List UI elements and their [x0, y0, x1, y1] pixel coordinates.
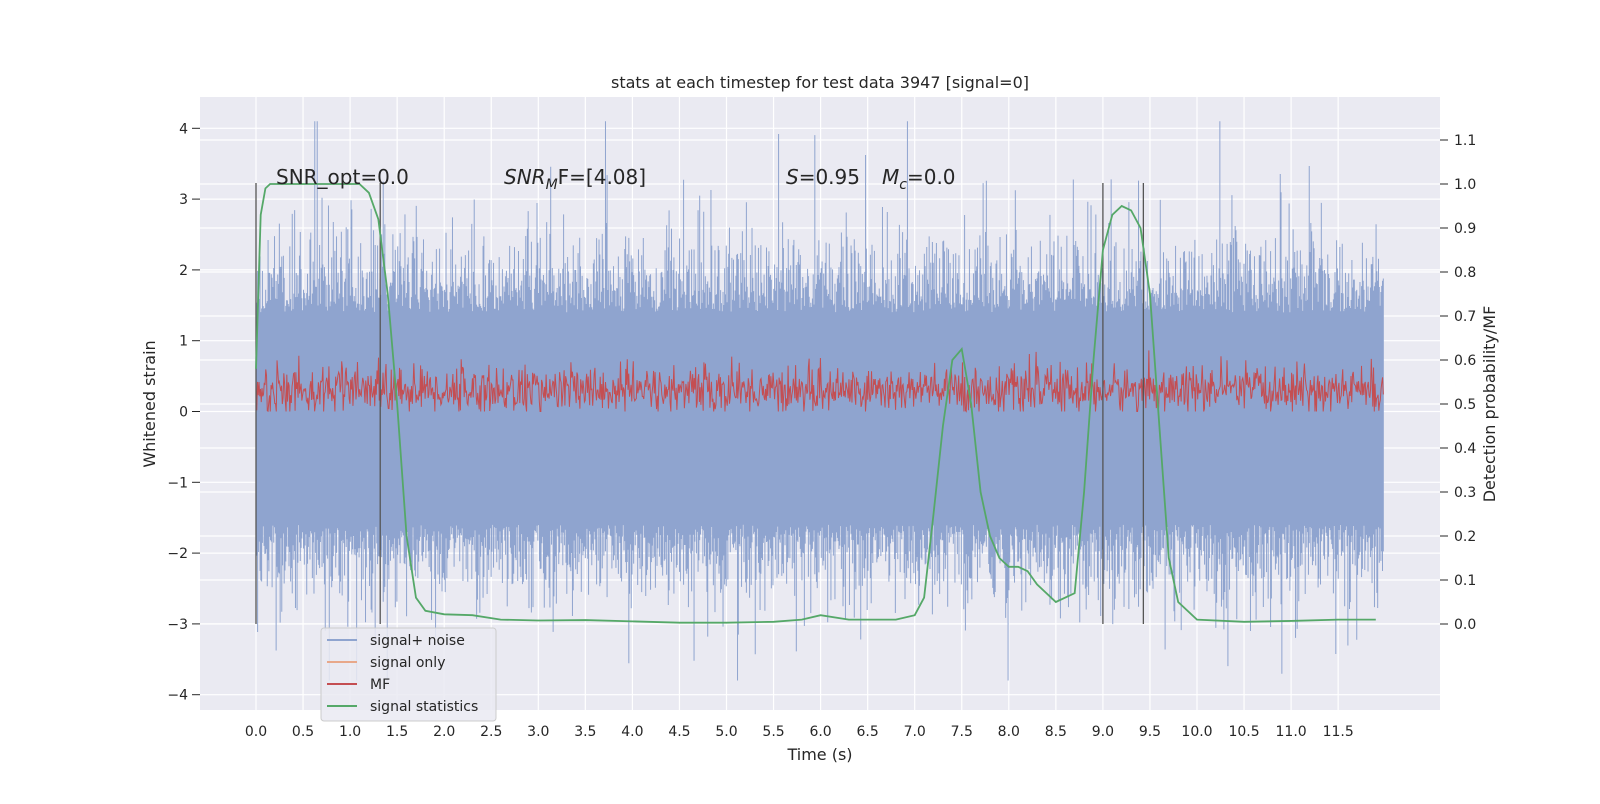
x-tick-label: 3.0 [527, 724, 549, 740]
x-tick-label: 7.5 [951, 724, 973, 740]
s-value: =0.95 [799, 165, 860, 189]
x-tick-label: 6.0 [809, 724, 831, 740]
x-tick-label: 5.5 [762, 724, 784, 740]
x-tick-label: 6.5 [857, 724, 879, 740]
x-tick-label: 0.5 [292, 724, 314, 740]
snr-mf-value: F=[4.08] [558, 165, 646, 189]
y-tick-label-right: 0.8 [1454, 265, 1476, 281]
x-tick-label: 8.5 [1045, 724, 1067, 740]
chart-title: stats at each timestep for test data 394… [611, 73, 1029, 92]
legend-label-signal-only: signal only [370, 655, 445, 671]
y-tick-label-left: 3 [179, 192, 188, 208]
snr-mf-prefix: SNR [504, 165, 546, 189]
y-tick-label-right: 1.0 [1454, 177, 1476, 193]
x-tick-label: 1.0 [339, 724, 361, 740]
mc-subscript: c [899, 177, 907, 193]
legend-label-mf: MF [370, 677, 390, 693]
y-tick-label-left: 0 [179, 405, 188, 421]
series-mf [255, 350, 1384, 413]
y-tick-label-left: 2 [179, 263, 188, 279]
x-tick-label: 3.5 [574, 724, 596, 740]
x-tick-label: 2.0 [433, 724, 455, 740]
y-axis-label-right: Detection probability/MF [1480, 306, 1499, 503]
x-tick-label: 9.5 [1139, 724, 1161, 740]
y-tick-label-left: −3 [167, 617, 188, 633]
x-axis-label: Time (s) [786, 745, 852, 764]
x-tick-label: 0.0 [245, 724, 267, 740]
y-axis-label-left: Whitened strain [140, 340, 159, 467]
annotation-mc: Mc=0.0 [882, 165, 956, 193]
series-layer [255, 121, 1384, 681]
legend-label-signal-noise: signal+ noise [370, 633, 465, 649]
x-tick-label: 1.5 [386, 724, 408, 740]
annotation-snr-opt: SNR_opt=0.0 [276, 165, 409, 189]
y-tick-label-right: 0.4 [1454, 441, 1476, 457]
y-tick-label-right: 0.7 [1454, 309, 1476, 325]
y-tick-label-left: 1 [179, 334, 188, 350]
y-tick-label-right: 0.3 [1454, 485, 1476, 501]
annotation-s: S=0.95 [786, 165, 860, 189]
x-tick-label: 11.5 [1323, 724, 1354, 740]
mc-label: M [882, 165, 899, 189]
y-tick-label-right: 0.1 [1454, 573, 1476, 589]
x-tick-label: 11.0 [1276, 724, 1307, 740]
x-tick-label: 4.5 [668, 724, 690, 740]
y-tick-label-left: 4 [179, 121, 188, 137]
y-tick-label-right: 0.2 [1454, 529, 1476, 545]
legend-label-signal-statistics: signal statistics [370, 699, 478, 715]
mc-value: =0.0 [907, 165, 956, 189]
legend: signal+ noise signal only MF signal stat… [320, 627, 497, 722]
snr-mf-subscript: M [546, 177, 558, 193]
y-tick-label-right: 0.9 [1454, 221, 1476, 237]
y-tick-label-left: −2 [167, 546, 188, 562]
y-tick-label-right: 0.6 [1454, 353, 1476, 369]
s-label: S [786, 165, 799, 189]
x-tick-label: 10.0 [1181, 724, 1212, 740]
ticks: 0.0 0.5 1.0 1.5 2.0 2.5 3.0 3.5 4.0 4.5 5.0 5.5 6.0 6… [167, 121, 1476, 740]
legend-box [320, 627, 497, 722]
x-tick-label: 4.0 [621, 724, 643, 740]
x-tick-label: 10.5 [1228, 724, 1259, 740]
y-tick-label-left: −1 [167, 475, 188, 491]
y-tick-label-right: 0.0 [1454, 617, 1476, 633]
annotation-snr-mf: SNRMF=[4.08] [504, 165, 646, 193]
x-tick-label: 8.0 [998, 724, 1020, 740]
x-tick-label: 7.0 [904, 724, 926, 740]
y-tick-label-right: 1.1 [1454, 133, 1476, 149]
series-signal-statistics [255, 183, 1376, 624]
x-tick-label: 2.5 [480, 724, 502, 740]
x-tick-label: 5.0 [715, 724, 737, 740]
y-tick-label-right: 0.5 [1454, 397, 1476, 413]
y-tick-label-left: −4 [167, 688, 188, 704]
x-tick-label: 9.0 [1092, 724, 1114, 740]
